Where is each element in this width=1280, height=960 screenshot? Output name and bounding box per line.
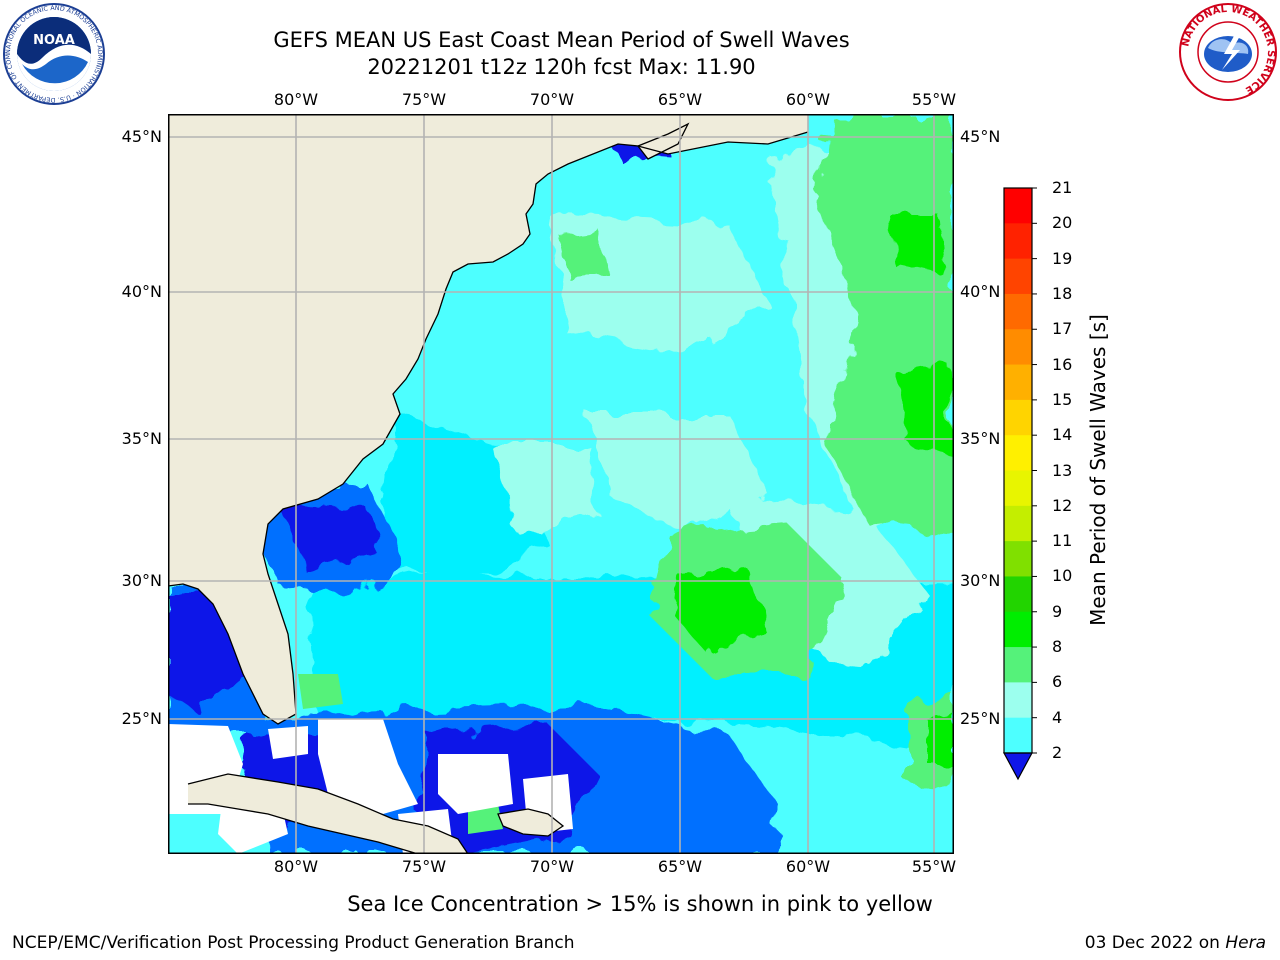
lat-label-right: 25°N bbox=[960, 709, 1001, 728]
colorbar-tick-label: 18 bbox=[1052, 283, 1073, 303]
lon-label-bottom: 75°W bbox=[401, 857, 447, 876]
footer-date: 03 Dec 2022 on Hera bbox=[1085, 933, 1266, 953]
colorbar-swatch bbox=[1004, 470, 1032, 507]
colorbar-tick-label: 15 bbox=[1052, 389, 1073, 409]
sea-ice-note: Sea Ice Concentration > 15% is shown in … bbox=[347, 892, 933, 916]
lon-label-bottom: 65°W bbox=[657, 857, 703, 876]
cuba-land bbox=[188, 774, 468, 854]
lon-label-top: 80°W bbox=[273, 90, 319, 109]
north-america-land bbox=[168, 114, 808, 724]
colorbar-swatch bbox=[1004, 188, 1032, 224]
lat-label-right: 30°N bbox=[960, 571, 1001, 590]
colorbar-label: Mean Period of Swell Waves [s] bbox=[1086, 314, 1110, 626]
lon-label-bottom: 80°W bbox=[273, 857, 319, 876]
colorbar-tick-label: 9 bbox=[1052, 601, 1063, 621]
colorbar-swatch bbox=[1004, 329, 1032, 366]
colorbar-swatch bbox=[1004, 717, 1032, 754]
lat-label-right: 45°N bbox=[960, 127, 1001, 146]
nws-logo: NATIONAL WEATHER SERVICE bbox=[1178, 2, 1278, 102]
chart-subtitle: 20221201 t12z 120h fcst Max: 11.90 bbox=[367, 55, 756, 79]
colorbar bbox=[1000, 185, 1040, 789]
colorbar-swatch bbox=[1004, 364, 1032, 401]
lon-label-top: 55°W bbox=[911, 90, 957, 109]
colorbar-tick-label: 12 bbox=[1052, 495, 1073, 515]
graticule bbox=[168, 114, 954, 854]
land-masses bbox=[168, 114, 808, 854]
svg-text:NOAA: NOAA bbox=[33, 33, 75, 48]
map-panel bbox=[168, 114, 954, 854]
colorbar-swatch bbox=[1004, 541, 1032, 577]
hispaniola-land bbox=[498, 809, 563, 836]
lat-label-right: 35°N bbox=[960, 429, 1001, 448]
chart-title: GEFS MEAN US East Coast Mean Period of S… bbox=[273, 28, 850, 52]
colorbar-swatches bbox=[1002, 187, 1037, 781]
nova-scotia-land bbox=[638, 124, 688, 159]
footer-credit: NCEP/EMC/Verification Post Processing Pr… bbox=[12, 933, 575, 953]
lat-label-left: 35°N bbox=[121, 429, 162, 448]
colorbar-tick-label: 17 bbox=[1052, 319, 1073, 339]
lon-label-bottom: 60°W bbox=[785, 857, 831, 876]
colorbar-swatch bbox=[1004, 505, 1032, 542]
colorbar-tick-label: 19 bbox=[1052, 248, 1073, 268]
colorbar-swatch bbox=[1004, 647, 1032, 683]
lat-label-right: 40°N bbox=[960, 282, 1001, 301]
colorbar-extend-arrow bbox=[1002, 752, 1034, 781]
lat-label-left: 45°N bbox=[121, 127, 162, 146]
lat-label-left: 40°N bbox=[121, 282, 162, 301]
lon-label-top: 70°W bbox=[529, 90, 575, 109]
colorbar-swatch bbox=[1004, 258, 1032, 295]
colorbar-swatch bbox=[1004, 223, 1032, 260]
coastlines bbox=[168, 122, 809, 854]
colorbar-swatch bbox=[1004, 682, 1032, 719]
colorbar-tick-label: 2 bbox=[1052, 743, 1063, 762]
colorbar-swatch bbox=[1004, 576, 1032, 613]
lon-label-top: 65°W bbox=[657, 90, 703, 109]
footer-host: Hera bbox=[1225, 933, 1266, 953]
lon-label-top: 60°W bbox=[785, 90, 831, 109]
colorbar-tick-label: 20 bbox=[1052, 213, 1073, 233]
colorbar-tick-label: 4 bbox=[1052, 707, 1063, 727]
lat-label-left: 25°N bbox=[121, 709, 162, 728]
colorbar-swatch bbox=[1004, 435, 1032, 471]
noaa-logo: NATIONAL OCEANIC AND ATMOSPHERIC ADMINIS… bbox=[0, 0, 106, 106]
swell-period-map bbox=[168, 114, 954, 854]
lon-label-top: 75°W bbox=[401, 90, 447, 109]
colorbar-swatch bbox=[1004, 611, 1032, 648]
colorbar-tick-label: 6 bbox=[1052, 672, 1063, 692]
colorbar-tick-label: 14 bbox=[1052, 425, 1073, 445]
lat-label-left: 30°N bbox=[121, 571, 162, 590]
map-border bbox=[168, 114, 954, 854]
lon-label-bottom: 70°W bbox=[529, 857, 575, 876]
colorbar-tick-label: 16 bbox=[1052, 354, 1073, 374]
lon-label-bottom: 55°W bbox=[911, 857, 957, 876]
colorbar-swatch bbox=[1004, 293, 1032, 330]
swell-period-field bbox=[168, 114, 954, 854]
colorbar-tick-label: 10 bbox=[1052, 566, 1073, 586]
colorbar-tick-label: 11 bbox=[1052, 531, 1073, 551]
colorbar-swatch bbox=[1004, 399, 1032, 436]
footer-date-text: 03 Dec 2022 on bbox=[1084, 933, 1226, 953]
colorbar-tick-label: 21 bbox=[1052, 178, 1073, 197]
colorbar-tick-label: 13 bbox=[1052, 460, 1073, 480]
colorbar-tick-label: 8 bbox=[1052, 637, 1063, 657]
